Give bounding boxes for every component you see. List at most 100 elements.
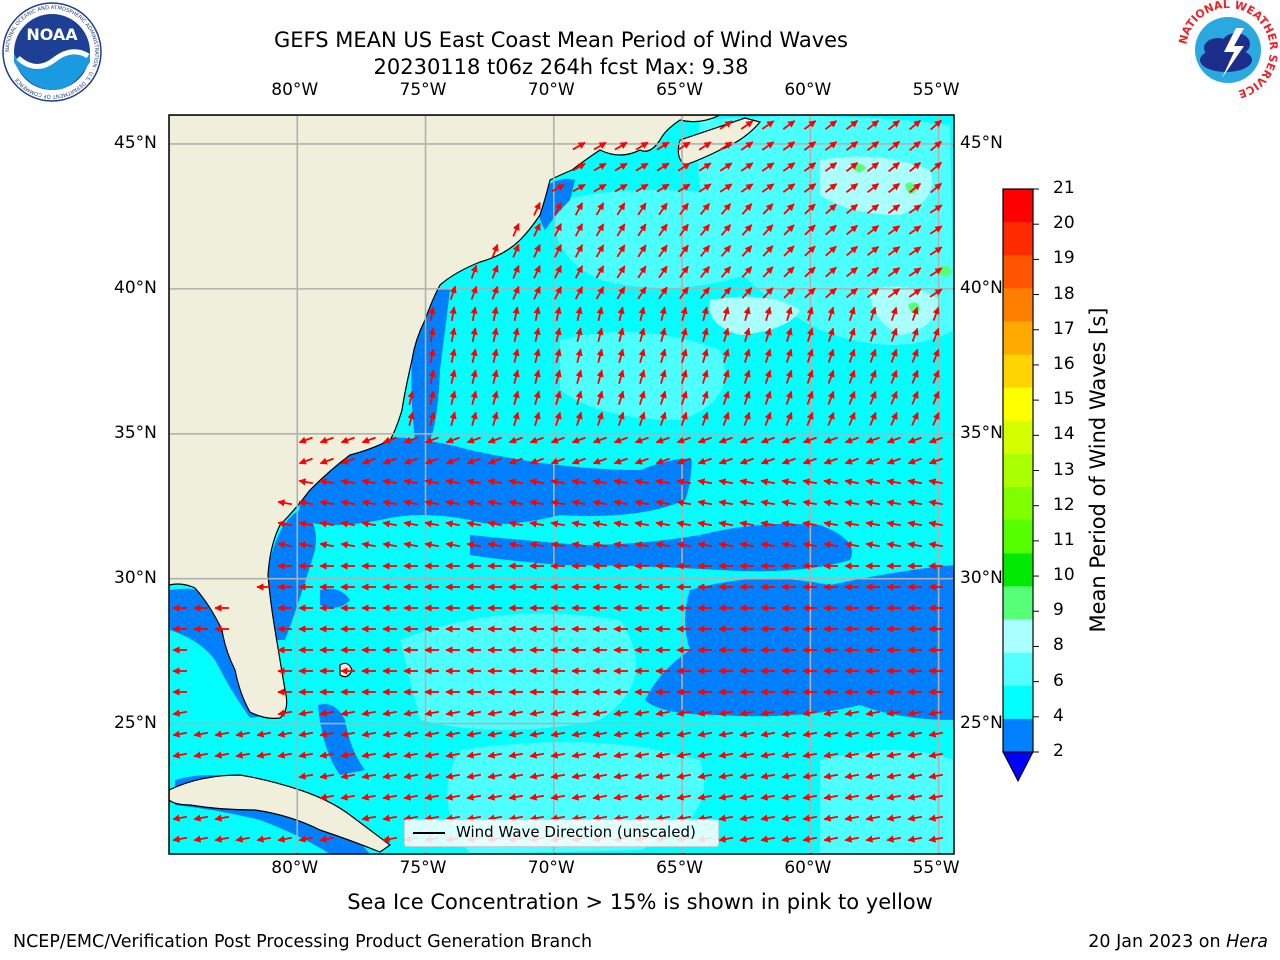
wave-direction-arrow xyxy=(487,793,503,801)
wave-direction-arrow xyxy=(865,478,881,486)
wave-direction-arrow xyxy=(825,203,837,215)
wave-direction-arrow xyxy=(679,223,689,237)
wave-direction-arrow xyxy=(886,457,901,465)
wave-direction-arrow xyxy=(512,390,520,405)
wave-direction-arrow xyxy=(659,348,667,363)
wave-direction-arrow xyxy=(764,369,772,384)
colorbar-tick-label: 19 xyxy=(1053,248,1075,269)
wave-direction-arrow xyxy=(680,369,688,384)
wave-direction-arrow xyxy=(741,266,753,278)
wave-direction-arrow xyxy=(613,793,629,801)
lat-tick-label-left: 40°N xyxy=(114,277,157,298)
colorbar-segment xyxy=(1003,255,1033,289)
wave-direction-arrow xyxy=(172,835,188,843)
colorbar-segment xyxy=(1003,453,1033,488)
wave-direction-arrow xyxy=(865,457,880,465)
wave-direction-arrow xyxy=(571,751,587,759)
wave-direction-arrow xyxy=(659,369,667,384)
wave-direction-arrow xyxy=(403,499,419,507)
wave-direction-arrow xyxy=(193,814,209,822)
wave-direction-arrow xyxy=(403,814,419,822)
wave-direction-arrow xyxy=(806,369,814,384)
wave-direction-arrow xyxy=(614,141,628,151)
wave-direction-arrow xyxy=(571,772,587,780)
wave-direction-arrow xyxy=(866,245,880,257)
wave-direction-arrow xyxy=(844,730,860,738)
wave-direction-arrow xyxy=(428,348,436,364)
wave-direction-arrow xyxy=(823,835,839,843)
wave-direction-arrow xyxy=(781,499,797,507)
wave-direction-arrow xyxy=(382,793,398,801)
wave-direction-arrow xyxy=(655,814,671,822)
wave-direction-arrow xyxy=(802,835,818,843)
wave-direction-arrow xyxy=(550,436,565,444)
wave-direction-arrow xyxy=(911,327,919,342)
wave-direction-arrow xyxy=(718,730,734,738)
wave-direction-arrow xyxy=(470,369,478,385)
wave-direction-arrow xyxy=(803,183,817,193)
wave-direction-arrow xyxy=(764,390,772,405)
wave-direction-arrow xyxy=(760,751,776,759)
wave-direction-arrow xyxy=(907,478,923,486)
wave-direction-arrow xyxy=(679,265,689,279)
wave-direction-arrow xyxy=(596,390,604,405)
wave-direction-arrow xyxy=(760,814,776,822)
wave-direction-arrow xyxy=(782,141,796,151)
wave-direction-arrow xyxy=(617,348,625,363)
colorbar-segment xyxy=(1003,288,1033,322)
wave-direction-arrow xyxy=(382,814,398,822)
legend-label: Wind Wave Direction (unscaled) xyxy=(456,823,696,841)
wave-direction-arrow xyxy=(445,772,461,780)
wave-direction-arrow xyxy=(718,709,734,717)
wave-direction-arrow xyxy=(550,772,566,780)
wave-direction-arrow xyxy=(740,183,754,193)
colorbar-segment xyxy=(1003,387,1033,422)
wave-direction-arrow xyxy=(741,203,753,215)
wave-direction-arrow xyxy=(719,120,733,130)
wave-direction-arrow xyxy=(592,793,608,801)
wave-direction-arrow xyxy=(887,225,901,235)
wave-direction-arrow xyxy=(403,541,419,549)
wave-direction-arrow xyxy=(739,709,755,717)
wave-direction-arrow xyxy=(928,772,944,780)
wave-direction-arrow xyxy=(613,541,629,549)
wave-direction-arrow xyxy=(445,520,461,528)
wave-direction-arrow xyxy=(827,327,835,342)
title-line-2: 20230118 t06z 264h fcst Max: 9.38 xyxy=(373,55,749,79)
wave-direction-arrow xyxy=(932,411,940,426)
wave-direction-arrow xyxy=(698,162,712,172)
wave-direction-arrow xyxy=(658,223,668,237)
wave-direction-arrow xyxy=(928,541,944,549)
wave-direction-arrow xyxy=(361,709,377,717)
wave-direction-arrow xyxy=(445,457,460,465)
wave-direction-arrow xyxy=(508,730,524,738)
wave-direction-arrow xyxy=(846,224,858,236)
wave-direction-arrow xyxy=(571,793,587,801)
wave-direction-arrow xyxy=(911,306,919,321)
wave-direction-arrow xyxy=(382,709,398,717)
wave-direction-arrow xyxy=(277,541,293,549)
wave-direction-arrow xyxy=(848,348,856,363)
wave-direction-arrow xyxy=(827,348,835,363)
wave-direction-arrow xyxy=(529,793,545,801)
wave-direction-arrow xyxy=(697,772,713,780)
wave-direction-arrow xyxy=(256,730,272,738)
wave-direction-arrow xyxy=(781,709,797,717)
wave-direction-arrow xyxy=(659,411,667,426)
colorbar-tick-label: 10 xyxy=(1053,565,1075,586)
wave-direction-arrow xyxy=(319,751,335,759)
wave-direction-arrow xyxy=(844,457,859,465)
wave-direction-arrow xyxy=(659,327,667,342)
wave-direction-arrow xyxy=(361,772,377,780)
wave-direction-arrow xyxy=(760,541,776,549)
wave-direction-arrow xyxy=(466,730,482,738)
wave-direction-arrow xyxy=(595,223,605,237)
wave-direction-arrow xyxy=(865,814,881,822)
wave-direction-arrow xyxy=(701,348,709,363)
wave-direction-arrow xyxy=(634,457,649,465)
wave-direction-arrow xyxy=(741,224,753,236)
wave-direction-arrow xyxy=(487,436,502,444)
wave-direction-arrow xyxy=(595,265,605,279)
wave-direction-arrow xyxy=(804,266,816,278)
wave-direction-arrow xyxy=(554,202,562,216)
